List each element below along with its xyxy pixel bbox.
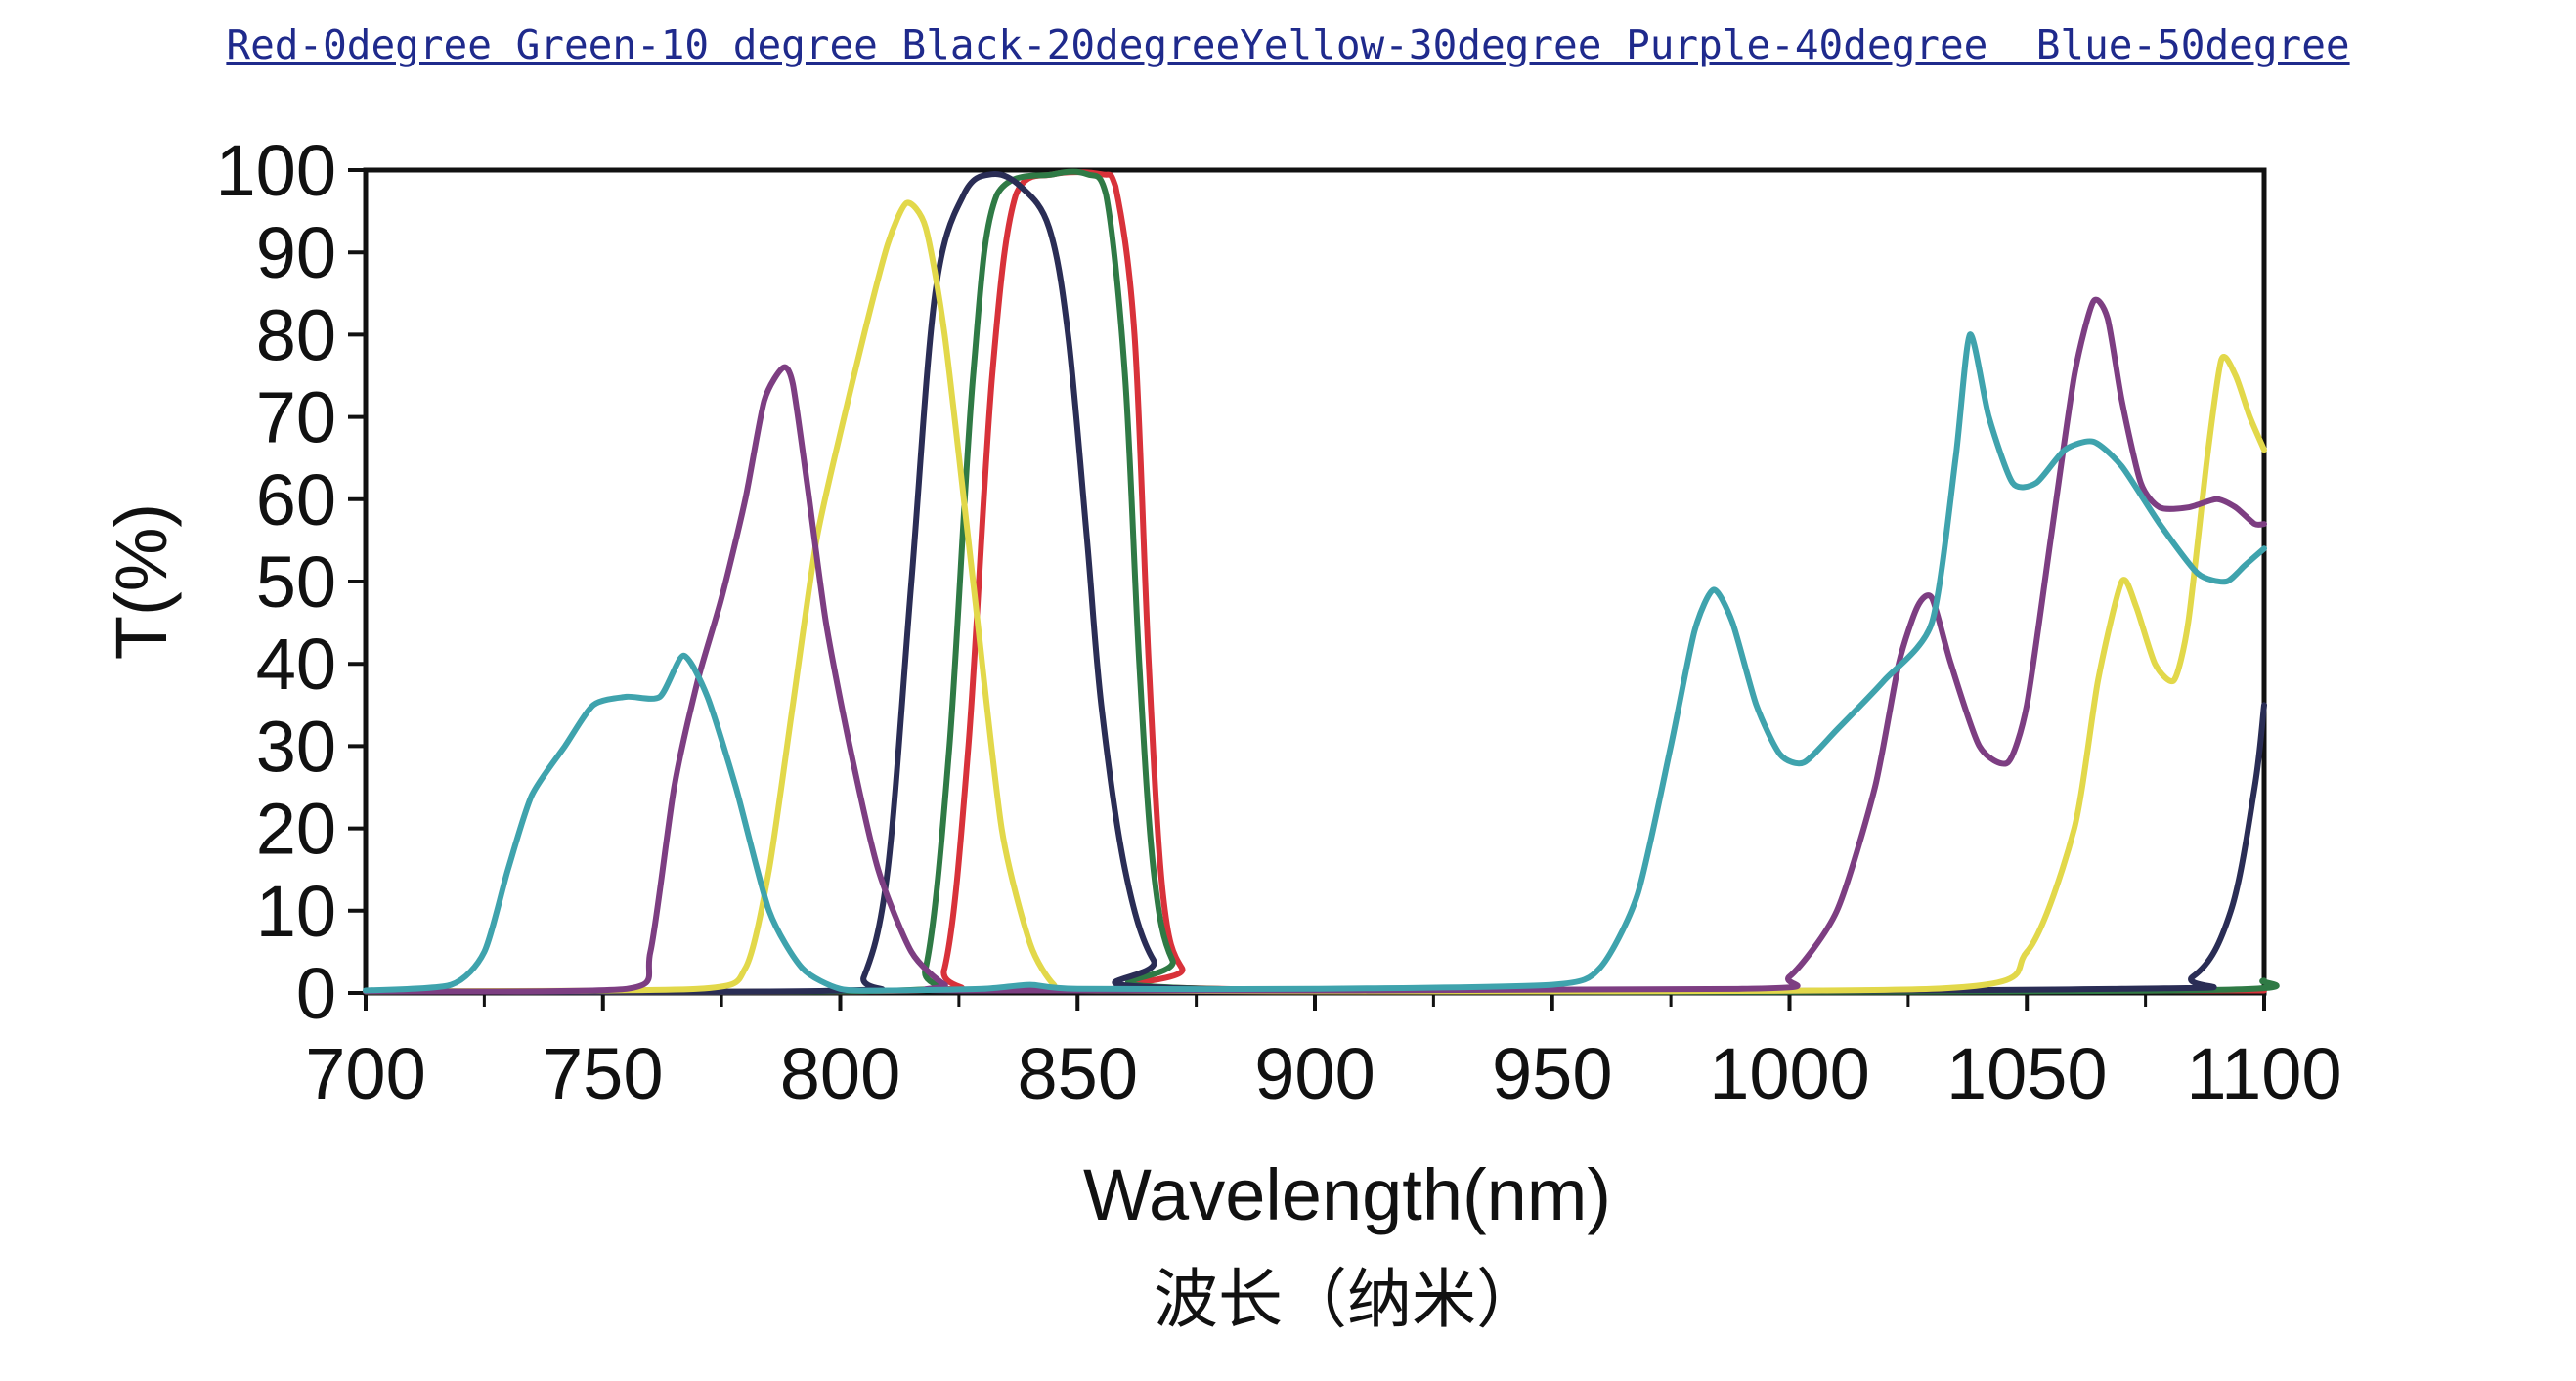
y-tick-label: 40 <box>256 624 336 705</box>
y-tick-label: 20 <box>256 789 336 870</box>
x-tick-label: 1100 <box>2186 1033 2341 1114</box>
x-tick-label: 700 <box>305 1033 425 1114</box>
series-line-1 <box>363 168 2280 995</box>
x-tick-label: 900 <box>1254 1033 1375 1114</box>
y-tick-label: 50 <box>256 541 336 623</box>
y-tick-label: 90 <box>256 212 336 293</box>
x-axis-label: Wavelength(nm) <box>1083 1154 1611 1235</box>
x-axis-sublabel: 波长（纳米） <box>1154 1262 1541 1337</box>
y-tick-label: 60 <box>256 459 336 540</box>
x-tick-label: 800 <box>780 1033 900 1114</box>
series-line-2 <box>363 170 2267 995</box>
series-line-3 <box>363 199 2267 995</box>
series-line-5 <box>363 331 2267 994</box>
plot-frame <box>363 167 2267 996</box>
x-tick-label: 850 <box>1018 1033 1138 1114</box>
series-line-4 <box>363 296 2267 995</box>
x-tick-label: 750 <box>543 1033 663 1114</box>
chart-title: Red-0degree Green-10 degree Black-20degr… <box>226 22 2350 68</box>
x-tick-label: 1000 <box>1709 1033 1870 1114</box>
y-axis-label: T(%) <box>101 503 182 660</box>
x-axis: 700 750 800 850 900 950 1000 1050 1100 <box>305 993 2342 1114</box>
y-tick-label: 80 <box>256 294 336 375</box>
x-tick-label: 950 <box>1492 1033 1612 1114</box>
y-tick-label: 30 <box>256 706 336 787</box>
series-layer <box>363 168 2280 995</box>
y-tick-label: 0 <box>296 953 336 1034</box>
y-tick-label: 100 <box>216 130 336 211</box>
x-tick-label: 1050 <box>1946 1033 2108 1114</box>
series-line-0 <box>363 169 2267 995</box>
y-tick-label: 10 <box>256 871 336 952</box>
y-tick-label: 70 <box>256 377 336 458</box>
